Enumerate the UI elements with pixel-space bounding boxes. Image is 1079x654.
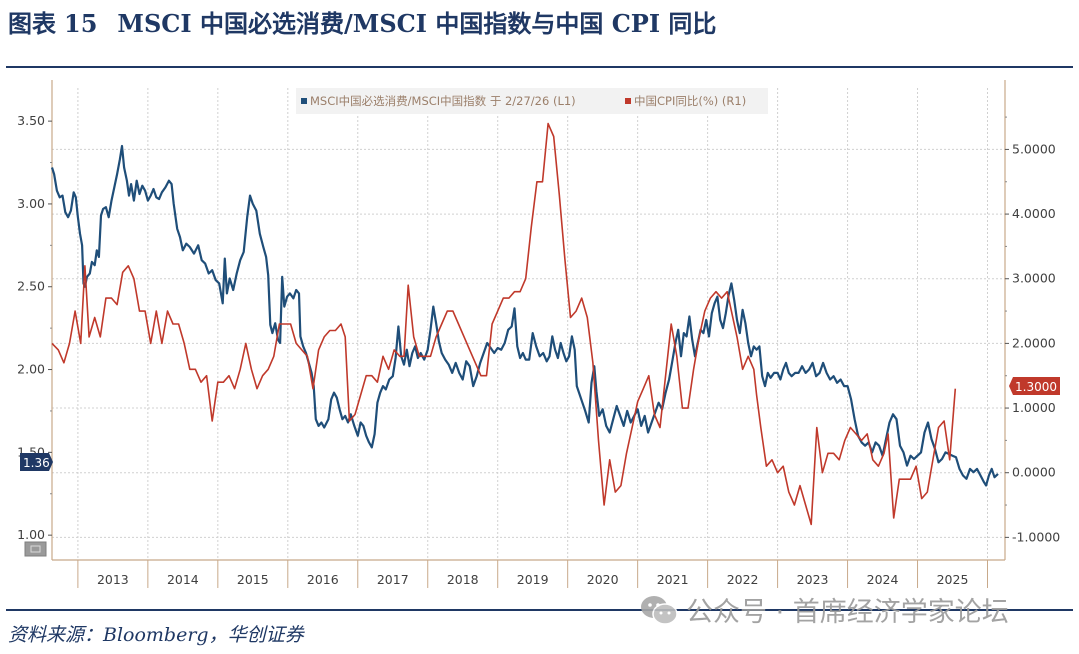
y-left-tick-label: 3.50 bbox=[17, 113, 45, 128]
y-right-tick-label: 3.0000 bbox=[1012, 271, 1056, 286]
x-tick-label: 2025 bbox=[937, 572, 969, 587]
chart-toggle-button[interactable] bbox=[24, 541, 47, 557]
x-tick-label: 2024 bbox=[867, 572, 899, 587]
legend-background bbox=[296, 88, 768, 114]
chart-svg: 1.001.502.002.503.003.50-1.00000.00001.0… bbox=[0, 78, 1079, 598]
x-tick-label: 2023 bbox=[797, 572, 829, 587]
figure-title: MSCI 中国必选消费/MSCI 中国指数与中国 CPI 同比 bbox=[117, 9, 717, 38]
x-tick-label: 2022 bbox=[727, 572, 759, 587]
page-title: 图表 15 MSCI 中国必选消费/MSCI 中国指数与中国 CPI 同比 bbox=[8, 4, 716, 39]
series-group bbox=[50, 122, 999, 526]
last-value-labels: 1.36 1.3000 bbox=[20, 377, 1060, 471]
x-tick-label: 2018 bbox=[447, 572, 479, 587]
y-left-tick-label: 1.00 bbox=[17, 527, 45, 542]
y-right-tick-label: 1.0000 bbox=[1012, 400, 1056, 415]
x-tick-label: 2013 bbox=[97, 572, 129, 587]
y-left-tick-label: 2.50 bbox=[17, 279, 45, 294]
x-tick-label: 2016 bbox=[307, 572, 339, 587]
grid-lines bbox=[52, 88, 1005, 560]
chart-container: 1.00 1.50 2.00 2.50 3.00 3.50 -1.0000 0.0000 1.0… bbox=[0, 78, 1079, 598]
chart-toggle-icon-glyph bbox=[30, 545, 41, 553]
y-left-tick-label: 2.00 bbox=[17, 362, 45, 377]
y-right-tick-label: 4.0000 bbox=[1012, 206, 1056, 221]
last-value-left-text: 1.36 bbox=[23, 456, 50, 470]
last-value-left-tag bbox=[20, 453, 53, 471]
y-left-tick-label: 3.00 bbox=[17, 196, 45, 211]
x-tick-label: 2020 bbox=[587, 572, 619, 587]
watermark-text: 公众号 · 首席经济学家论坛 bbox=[686, 597, 1009, 628]
series-line-ratio bbox=[50, 144, 999, 487]
footer-divider bbox=[6, 609, 1073, 611]
chart-background bbox=[0, 78, 1079, 598]
x-tick-label: 2015 bbox=[237, 572, 269, 587]
legend-label-ratio: MSCI中国必选消费/MSCI中国指数 于 2/27/26 (L1) bbox=[310, 94, 576, 108]
x-tick-label: 2017 bbox=[377, 572, 409, 587]
y-right-tick-label: 5.0000 bbox=[1012, 141, 1056, 156]
wechat-icon bbox=[641, 595, 678, 625]
y-right-tick-label: -1.0000 bbox=[1012, 529, 1060, 544]
x-tick-label: 2021 bbox=[657, 572, 689, 587]
chart-toggle-icon bbox=[24, 541, 47, 557]
x-tick-label: 2019 bbox=[517, 572, 549, 587]
x-tick-label: 2014 bbox=[167, 572, 199, 587]
watermark: 公众号 · 首席经济学家论坛 bbox=[640, 590, 1009, 629]
y-right-tick-label: 0.0000 bbox=[1012, 465, 1056, 480]
series-line-cpi bbox=[51, 122, 957, 526]
legend[interactable]: MSCI中国必选消费/MSCI中国指数 于 2/27/26 (L1) 中国CPI… bbox=[296, 88, 768, 114]
header-divider bbox=[6, 66, 1073, 68]
legend-label-cpi: 中国CPI同比(%) (R1) bbox=[634, 94, 746, 108]
legend-swatch-cpi bbox=[625, 98, 631, 104]
last-value-right-tag bbox=[1009, 377, 1060, 395]
figure-label: 图表 bbox=[8, 9, 56, 38]
legend-swatch-ratio bbox=[301, 98, 307, 104]
y-right-tick-label: 2.0000 bbox=[1012, 335, 1056, 350]
source-note: 资料来源：Bloomberg，华创证券 bbox=[8, 624, 304, 646]
last-value-right-text: 1.3000 bbox=[1015, 380, 1057, 394]
figure-number: 15 bbox=[64, 9, 98, 38]
